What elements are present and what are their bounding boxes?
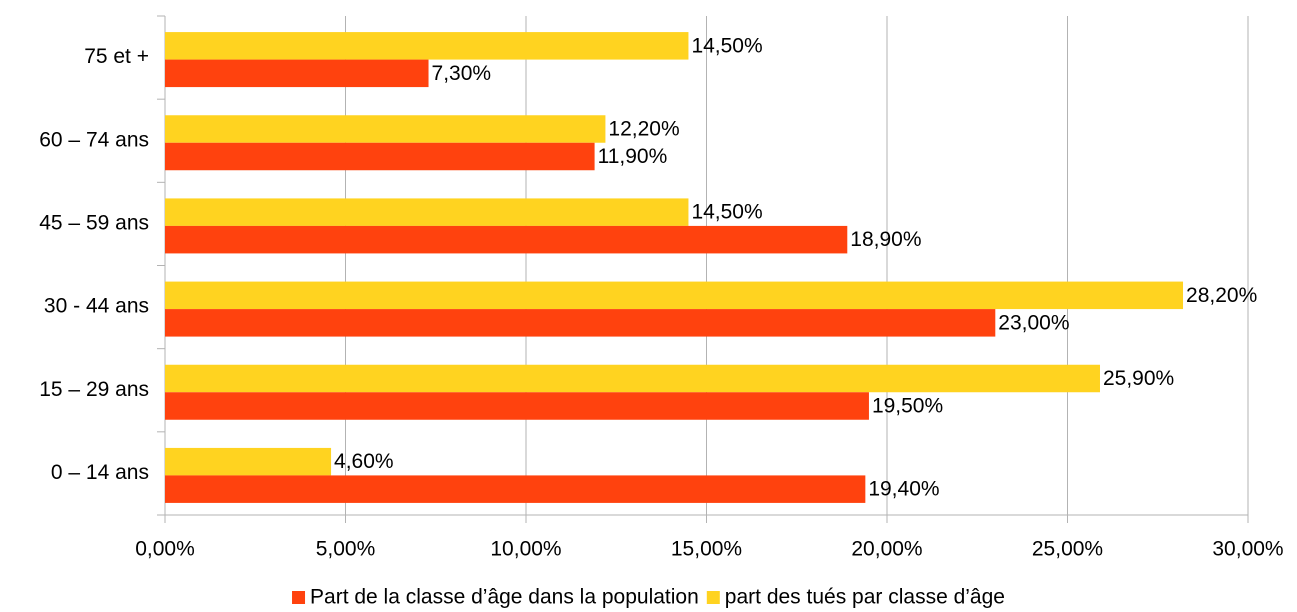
value-label: 14,50% [691,34,762,57]
value-label: 7,30% [432,62,492,85]
legend-swatch [706,591,720,604]
x-tick-label: 25,00% [1032,538,1103,561]
bar [165,475,866,503]
value-label: 28,20% [1186,284,1257,307]
value-label: 14,50% [691,201,762,224]
bar [165,59,429,88]
bar [165,198,689,226]
value-label: 19,40% [868,478,939,501]
bar [165,364,1100,393]
x-tick-label: 15,00% [671,538,742,561]
x-tick-label: 10,00% [490,538,561,561]
bar [165,142,595,171]
bar [165,32,689,60]
legend-label: part des tués par classe d’âge [725,586,1005,609]
x-tick-label: 30,00% [1212,538,1283,561]
y-tick-label: 30 - 44 ans [44,295,149,318]
y-tick-label: 15 – 29 ans [39,378,149,401]
value-label: 11,90% [598,145,668,168]
value-label: 19,50% [872,395,943,418]
y-tick-label: 45 – 59 ans [39,211,149,234]
legend-label: Part de la classe d’âge dans la populati… [310,586,699,609]
value-label: 23,00% [998,311,1069,334]
value-label: 18,90% [850,228,921,251]
y-tick-label: 60 – 74 ans [39,128,149,151]
value-label: 4,60% [334,450,394,473]
bar [165,225,848,254]
legend-swatch [292,591,306,604]
x-tick-label: 5,00% [316,538,376,561]
bar [165,392,869,420]
y-tick-label: 75 et + [84,45,149,68]
y-tick-label: 0 – 14 ans [51,461,149,484]
bar [165,309,996,337]
x-tick-label: 20,00% [851,538,922,561]
bar [165,447,332,476]
x-tick-label: 0,00% [135,538,195,561]
value-label: 12,20% [608,118,679,141]
value-label: 25,90% [1103,367,1174,390]
bar [165,115,606,143]
bar [165,281,1184,310]
